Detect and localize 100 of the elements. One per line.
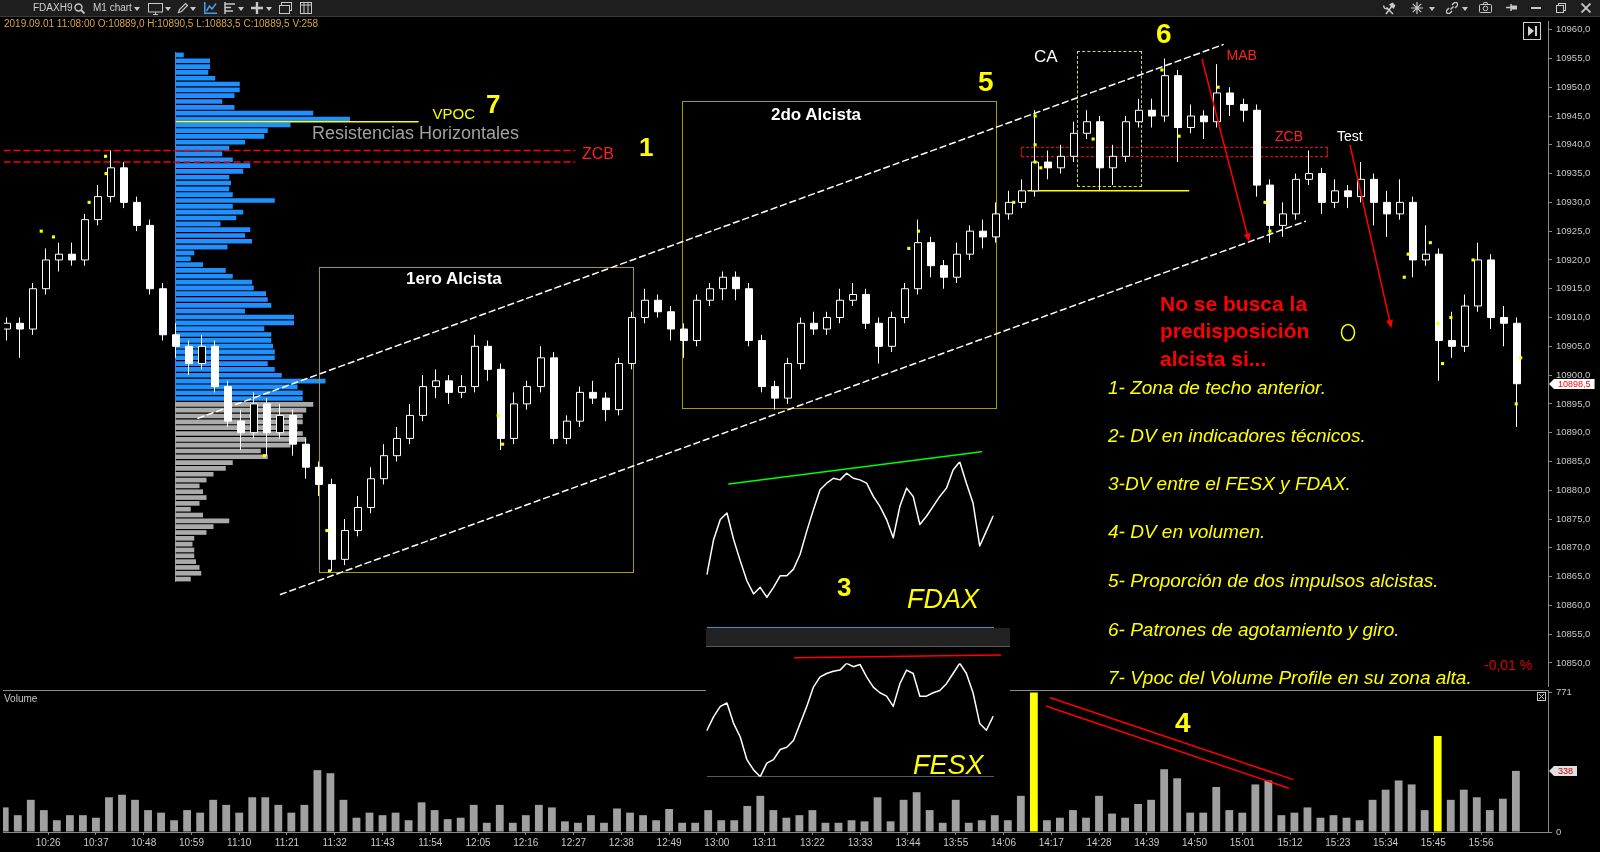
annotation: 1 bbox=[639, 132, 654, 163]
annotation: 2- DV en indicadores técnicos. bbox=[1107, 425, 1366, 447]
bar bbox=[1303, 807, 1312, 832]
candlestick bbox=[706, 282, 714, 307]
bar bbox=[196, 812, 205, 832]
bar bbox=[795, 815, 804, 832]
annotation: No se busca la predisposición alcista si... bbox=[1160, 291, 1310, 370]
bar bbox=[65, 815, 74, 832]
point bbox=[1091, 137, 1095, 141]
x-tick-label: 12:38 bbox=[608, 836, 635, 848]
annotation: CA bbox=[1034, 46, 1059, 66]
x-tick-label: 12:16 bbox=[513, 836, 539, 848]
bar bbox=[1342, 817, 1351, 832]
bar bbox=[547, 807, 556, 832]
x-tick-label: 10:59 bbox=[178, 836, 205, 848]
candlestick bbox=[393, 426, 401, 462]
x-tick-label: 11:54 bbox=[418, 836, 443, 848]
y-tick-label: 10950,0 bbox=[1556, 80, 1591, 92]
candlestick bbox=[1109, 144, 1117, 186]
bar bbox=[482, 822, 491, 832]
bar bbox=[391, 812, 400, 832]
bar bbox=[26, 799, 35, 832]
candlestick bbox=[458, 374, 466, 399]
candlestick bbox=[445, 374, 453, 405]
candlestick bbox=[315, 460, 323, 497]
bar bbox=[1029, 692, 1038, 832]
bar bbox=[222, 804, 231, 832]
candlestick bbox=[641, 288, 649, 324]
candlestick bbox=[1018, 178, 1026, 209]
candlestick bbox=[719, 270, 727, 301]
annotation: 4- DV en volumen. bbox=[1108, 521, 1266, 543]
bar bbox=[1316, 817, 1325, 832]
bar bbox=[157, 812, 165, 832]
bar bbox=[352, 817, 361, 832]
bar bbox=[938, 822, 947, 832]
bar bbox=[1511, 770, 1520, 832]
candlestick bbox=[1331, 178, 1339, 209]
candlestick bbox=[732, 270, 740, 301]
candlestick bbox=[1370, 173, 1378, 226]
candlestick bbox=[1135, 98, 1143, 129]
candlestick bbox=[953, 242, 961, 284]
bar bbox=[1069, 810, 1077, 832]
annotation: ZCB bbox=[1275, 127, 1303, 144]
bar bbox=[1459, 789, 1468, 832]
y-tick-label: 10855,0 bbox=[1556, 627, 1591, 639]
annotation: 2do Alcista bbox=[771, 104, 862, 124]
annotation: MAB bbox=[1226, 46, 1257, 63]
bar bbox=[456, 817, 465, 832]
bar bbox=[639, 815, 647, 832]
bar bbox=[691, 822, 700, 832]
candlestick bbox=[875, 317, 883, 365]
candlestick bbox=[94, 184, 102, 226]
bar bbox=[261, 797, 270, 832]
x-tick-label: 13:00 bbox=[704, 836, 730, 848]
x-tick-label: 15:12 bbox=[1277, 836, 1304, 848]
point bbox=[1514, 402, 1518, 406]
point bbox=[327, 569, 332, 573]
bar bbox=[13, 815, 22, 832]
chart-title: FDAXH9 bbox=[33, 2, 73, 14]
point bbox=[103, 154, 108, 158]
point bbox=[1039, 166, 1043, 170]
x-tick-label: 11:32 bbox=[322, 836, 348, 848]
annotation: 7 bbox=[486, 89, 501, 120]
chart-title: Volume bbox=[4, 692, 38, 704]
bar bbox=[235, 812, 244, 832]
bar bbox=[912, 792, 921, 832]
y-tick-label: 10900,0 bbox=[1556, 368, 1591, 380]
bar bbox=[1108, 813, 1116, 832]
series-label: FDAX bbox=[907, 583, 980, 614]
y-tick-label: 10905,0 bbox=[1556, 339, 1591, 351]
y-tick-label: 10940,0 bbox=[1556, 138, 1591, 150]
point bbox=[262, 454, 266, 458]
x-tick-label: 11:43 bbox=[370, 836, 396, 848]
candlestick bbox=[302, 437, 310, 480]
candlestick bbox=[966, 224, 974, 261]
bar bbox=[1016, 795, 1025, 832]
bar bbox=[717, 820, 726, 832]
y-tick-label: 10925,0 bbox=[1556, 224, 1591, 236]
x-tick-label: 13:55 bbox=[943, 836, 969, 848]
candlestick bbox=[237, 409, 245, 451]
bar bbox=[1147, 799, 1156, 832]
bar bbox=[144, 810, 152, 832]
annotation: 3-DV entre el FESX y FDAX. bbox=[1108, 473, 1351, 495]
bar bbox=[1043, 820, 1051, 832]
point bbox=[1033, 114, 1037, 118]
x-tick-label: 10:48 bbox=[131, 836, 157, 848]
bar bbox=[704, 810, 713, 832]
x-tick-label: 15:01 bbox=[1229, 836, 1256, 848]
bar bbox=[678, 822, 687, 832]
candlestick bbox=[654, 293, 662, 319]
y-tick-label: 10915,0 bbox=[1556, 282, 1591, 294]
bar bbox=[1212, 786, 1221, 832]
bar bbox=[274, 804, 283, 832]
bar bbox=[886, 821, 895, 832]
point bbox=[1428, 241, 1432, 245]
annotation: 7- Vpoc del Volume Profile en su zona alta. bbox=[1108, 667, 1472, 689]
bar bbox=[404, 820, 413, 832]
x-tick-label: 11:21 bbox=[274, 836, 300, 848]
annotation: 5 bbox=[978, 65, 994, 97]
bar bbox=[248, 797, 257, 832]
